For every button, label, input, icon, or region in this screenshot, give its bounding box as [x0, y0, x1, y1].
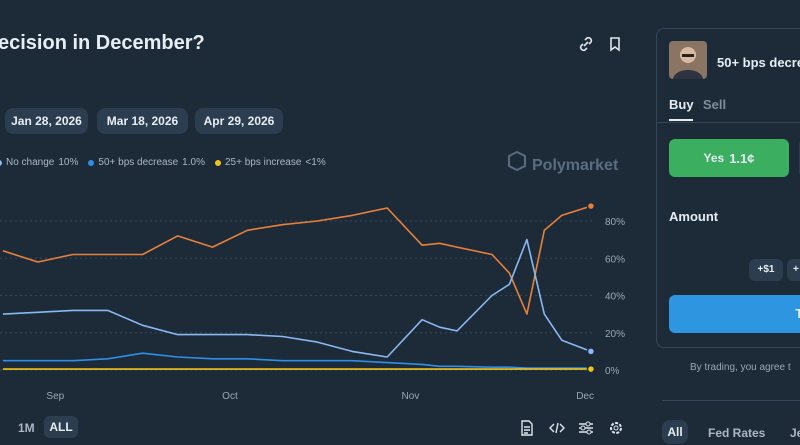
- bookmark-icon[interactable]: [608, 36, 622, 52]
- watermark: Polymarket: [508, 150, 619, 174]
- watermark-text: Polymarket: [532, 157, 619, 174]
- embed-icon[interactable]: [549, 421, 565, 435]
- chart: Polymarket 0% 20% 40% 60% 80% Sep Oct Nov Dec: [0, 150, 625, 402]
- legend-value: <1%: [305, 157, 326, 168]
- bottom-tab[interactable]: All: [662, 420, 688, 444]
- yes-label: Yes: [703, 151, 725, 165]
- disclaimer: By trading, you agree t: [690, 362, 791, 373]
- legend-name: 25+ bps increase: [224, 157, 302, 168]
- trade-card: 50+ bps decre Buy Sell Yes 1.1¢ Amount +…: [656, 28, 800, 348]
- market-name: 50+ bps decre: [717, 55, 800, 70]
- legend-name: 50+ bps decrease: [98, 157, 179, 168]
- legend-dot: [88, 159, 95, 166]
- series-line: [2, 238, 592, 358]
- settings-sliders-icon[interactable]: [578, 421, 594, 435]
- date-pill[interactable]: Jan 28, 2026: [5, 108, 88, 134]
- series-line: [2, 352, 591, 369]
- amount-label: Amount: [669, 209, 719, 224]
- end-point: [586, 347, 596, 356]
- legend-entry: No change 10%: [0, 157, 78, 168]
- y-tick-label: 60%: [605, 254, 625, 265]
- x-tick-label: Sep: [46, 391, 64, 402]
- y-tick-label: 0%: [605, 366, 620, 377]
- bottom-tab[interactable]: Je: [790, 426, 800, 440]
- series-line: [2, 205, 592, 315]
- date-pill[interactable]: Mar 18, 2026: [97, 108, 188, 134]
- market-title: ecision in December?: [0, 32, 205, 54]
- divider: [657, 122, 800, 123]
- quick-add[interactable]: +$1: [749, 259, 783, 281]
- y-tick-label: 20%: [605, 329, 625, 340]
- end-point: [586, 364, 596, 374]
- yes-price: 1.1¢: [729, 150, 755, 166]
- x-tick-label: Dec: [576, 391, 594, 402]
- legend-dot: [0, 159, 2, 166]
- quick-add[interactable]: +: [787, 259, 800, 281]
- bottom-tab[interactable]: Fed Rates: [708, 426, 766, 440]
- legend-value: 10%: [58, 157, 79, 168]
- divider: [662, 400, 800, 401]
- legend-entry: 50+ bps decrease 1.0%: [88, 157, 205, 168]
- x-tick-label: Nov: [402, 391, 420, 402]
- legend-dot: [214, 159, 221, 166]
- x-tick-label: Oct: [222, 391, 238, 402]
- link-icon[interactable]: [578, 36, 594, 52]
- range-button[interactable]: 1M: [18, 421, 35, 435]
- y-tick-label: 40%: [605, 292, 625, 303]
- legend: No change 10% 50+ bps decrease 1.0% 25+ bps …: [0, 157, 326, 168]
- date-pill[interactable]: Apr 29, 2026: [195, 108, 283, 134]
- market-avatar: [669, 41, 707, 79]
- tab-sell[interactable]: Sell: [703, 97, 727, 112]
- tab-underline: [669, 119, 693, 121]
- doc-icon[interactable]: [520, 420, 534, 436]
- legend-value: 1.0%: [182, 157, 205, 168]
- legend-entry: 25+ bps increase <1%: [214, 157, 326, 168]
- tab-buy[interactable]: Buy: [669, 97, 694, 112]
- gear-icon[interactable]: [608, 420, 624, 436]
- end-point: [586, 201, 596, 211]
- trade-button[interactable]: Trad: [669, 295, 800, 333]
- yes-button[interactable]: Yes 1.1¢: [669, 139, 789, 177]
- legend-name: No change: [6, 157, 55, 168]
- range-button[interactable]: ALL: [44, 416, 78, 438]
- trade-button-label: Trad: [795, 306, 800, 321]
- y-tick-label: 80%: [605, 217, 625, 228]
